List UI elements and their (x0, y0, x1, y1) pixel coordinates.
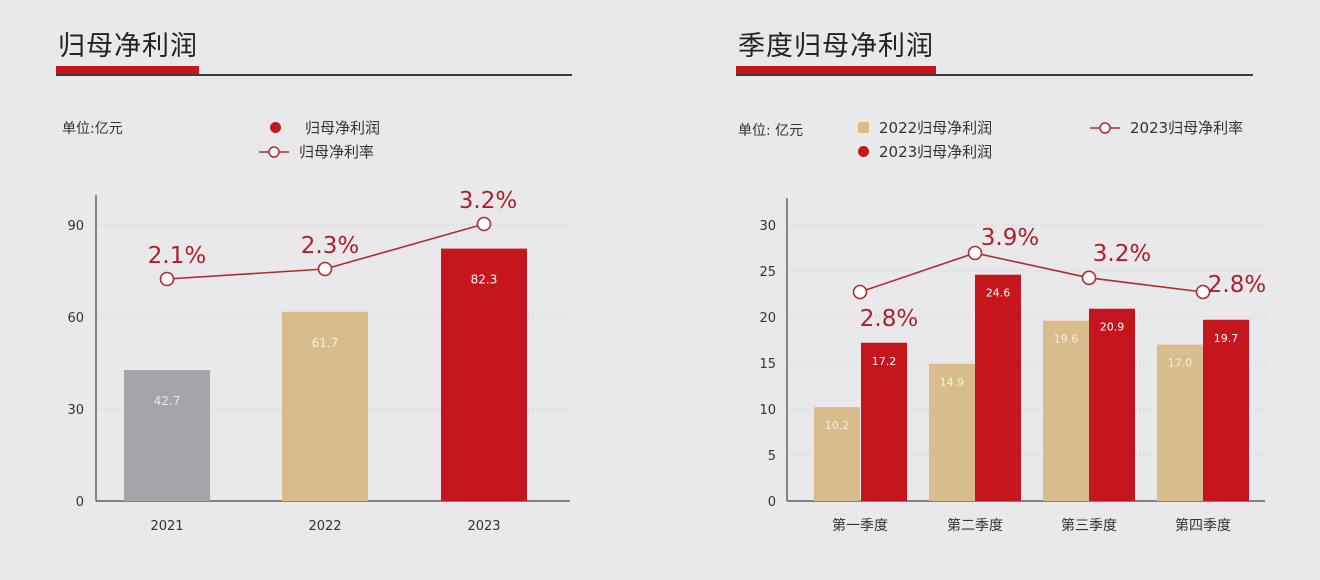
y-tick-label: 90 (67, 219, 84, 234)
chart-title-annual: 归母净利润 (58, 31, 198, 62)
legend-item-2022: 2022归母净利润 (858, 117, 992, 138)
margin-point (852, 284, 868, 300)
legend-dot-icon (858, 146, 869, 157)
x-tick-label: 第三季度 (1061, 517, 1117, 534)
margin-label: 3.9% (981, 225, 1039, 251)
bar-2023 (1089, 308, 1135, 501)
bar-value-label: 20.9 (1100, 321, 1125, 334)
y-tick-label: 15 (759, 357, 776, 372)
y-tick-label: 30 (67, 403, 84, 418)
legend-line-marker-icon (259, 145, 289, 158)
margin-point (967, 245, 983, 261)
x-tick-label: 第一季度 (832, 517, 888, 534)
chart-title-quarterly: 季度归母净利润 (738, 31, 934, 62)
y-tick-label: 10 (759, 403, 776, 418)
bar-value-label: 24.6 (986, 287, 1011, 300)
bar-2023 (975, 274, 1021, 501)
panel-quarterly-profit: 季度归母净利润 单位: 亿元 2022归母净利润 2023归母净利润 2023归… (660, 0, 1320, 580)
x-tick-label: 第二季度 (947, 517, 1003, 534)
bar-value-label: 14.9 (940, 376, 965, 389)
y-tick-label: 5 (768, 449, 776, 464)
bar-2023 (861, 342, 907, 501)
bar-value-label: 17.0 (1168, 357, 1193, 370)
annual-bar-line-chart: 0 30 60 90 42.7 61.7 82.3 2021 2022 2023 2.1% 2.3% 3… (67, 188, 570, 534)
legend-label: 2022归母净利润 (879, 119, 993, 137)
x-tick-label: 2023 (467, 519, 500, 534)
legend-label: 归母净利率 (299, 143, 375, 161)
margin-label: 3.2% (459, 188, 517, 214)
title-accent-bar (56, 66, 199, 74)
margin-label: 2.8% (860, 306, 918, 332)
legend-square-icon (858, 122, 869, 133)
panel-annual-profit: 归母净利润 单位:亿元 归母净利润 归母净利率 0 30 60 90 42.7 61.7 8… (56, 31, 572, 534)
legend-line-marker-icon (1090, 121, 1120, 134)
margin-label: 3.2% (1093, 241, 1151, 267)
margin-label: 2.8% (1208, 272, 1266, 298)
y-tick-label: 0 (768, 495, 776, 510)
margin-point (1195, 284, 1211, 300)
bar (441, 248, 527, 501)
y-tick-label: 30 (759, 219, 776, 234)
unit-label: 单位: 亿元 (738, 123, 804, 139)
margin-point (1081, 270, 1097, 286)
bar-value-label: 19.7 (1214, 332, 1239, 345)
legend-label: 2023归母净利润 (879, 143, 993, 161)
bar-value-label: 82.3 (471, 273, 498, 287)
legend-dot-icon (270, 122, 281, 133)
y-tick-label: 25 (759, 265, 776, 280)
bar-2022 (1157, 344, 1203, 501)
bar-2023 (1203, 319, 1249, 501)
legend-label: 归母净利润 (305, 119, 381, 137)
title-divider (56, 74, 572, 76)
legend-label: 2023归母净利率 (1130, 119, 1244, 137)
margin-line (859, 252, 1204, 293)
legend-item-2023: 2023归母净利润 (858, 141, 992, 162)
margin-label: 2.1% (148, 243, 206, 269)
bar (282, 311, 368, 501)
bar-value-label: 19.6 (1054, 333, 1079, 346)
legend-item-net-margin: 归母净利率 (259, 141, 374, 162)
bar-2022 (1043, 320, 1089, 501)
y-tick-label: 0 (76, 495, 84, 510)
x-tick-label: 2022 (308, 519, 341, 534)
quarterly-bar-line-chart: 0 5 10 15 20 25 30 10.2 14.9 19.6 17.0 17.2 24.6 20.9… (759, 198, 1266, 534)
bar-value-label: 61.7 (312, 336, 339, 350)
unit-label: 单位:亿元 (62, 121, 123, 137)
margin-point (159, 271, 175, 287)
legend-item-net-profit: 归母净利润 (270, 117, 380, 138)
bar (124, 370, 210, 501)
bar-value-label: 17.2 (872, 355, 897, 368)
bar-value-label: 10.2 (825, 419, 850, 432)
bar-2022 (814, 407, 860, 501)
x-tick-label: 2021 (150, 519, 183, 534)
x-tick-label: 第四季度 (1175, 517, 1231, 534)
y-tick-label: 20 (759, 311, 776, 326)
bar-value-label: 42.7 (154, 394, 181, 408)
legend-item-2023-margin: 2023归母净利率 (1090, 117, 1243, 138)
margin-point (317, 261, 333, 277)
margin-point (476, 216, 492, 232)
bar-2022 (929, 363, 975, 501)
title-divider (736, 74, 1253, 76)
margin-label: 2.3% (301, 233, 359, 259)
y-tick-label: 60 (67, 311, 84, 326)
title-accent-bar (736, 66, 936, 74)
